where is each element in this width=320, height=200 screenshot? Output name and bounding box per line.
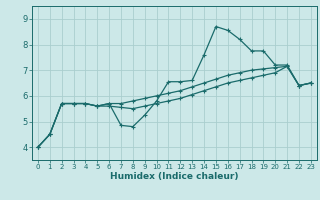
X-axis label: Humidex (Indice chaleur): Humidex (Indice chaleur) [110, 172, 239, 181]
